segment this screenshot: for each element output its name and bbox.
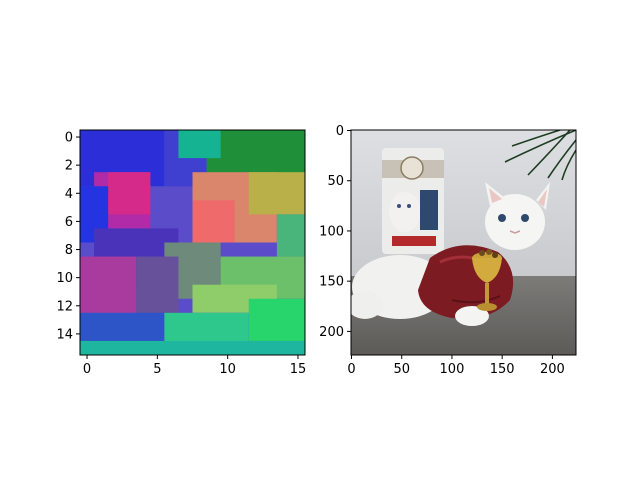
photo-axes-frame — [350, 129, 577, 356]
heatmap-region — [178, 130, 221, 159]
cat-photo — [351, 130, 576, 355]
heatmap-x-ticks: 0 5 10 15 — [83, 355, 306, 377]
photo-x-tick-label: 50 — [393, 362, 410, 377]
heatmap-x-tick-label: 10 — [219, 362, 236, 377]
photo-x-tick-label: 150 — [490, 362, 515, 377]
heatmap-region — [80, 340, 305, 355]
heatmap-y-tick-label: 14 — [56, 327, 73, 342]
heatmap-y-tick-label: 12 — [56, 299, 73, 314]
photo-x-ticks: 0 50 100 150 200 — [347, 355, 565, 377]
heatmap-axes-frame — [79, 129, 306, 356]
heatmap-y-tick-label: 10 — [56, 271, 73, 286]
heatmap-y-tick-label: 4 — [65, 187, 73, 202]
photo-y-tick-label: 100 — [319, 224, 344, 239]
photo-panel: 0 50 100 150 200 0 50 100 150 200 — [319, 124, 577, 377]
heatmap-region — [108, 172, 151, 215]
food-bag — [382, 148, 444, 254]
heatmap-cells — [80, 130, 305, 355]
photo-y-tick-label: 0 — [336, 124, 344, 139]
golden-goblet — [472, 249, 502, 311]
heatmap-region — [192, 200, 235, 243]
heatmap-y-tick-label: 6 — [65, 215, 73, 230]
heatmap-region — [136, 256, 179, 313]
heatmap-region — [276, 214, 305, 257]
photo-x-tick-label: 200 — [540, 362, 565, 377]
heatmap-y-tick-label: 2 — [65, 159, 73, 174]
photo-y-tick-label: 150 — [319, 275, 344, 290]
heatmap-y-tick-label: 8 — [65, 243, 73, 258]
photo-y-tick-label: 50 — [327, 174, 344, 189]
photo-y-tick-label: 200 — [319, 325, 344, 340]
photo-x-tick-label: 0 — [347, 362, 355, 377]
heatmap-panel: 0 5 10 15 0 2 4 6 8 10 12 14 — [56, 129, 306, 377]
photo-y-ticks: 0 50 100 150 200 — [319, 124, 351, 340]
heatmap-y-ticks: 0 2 4 6 8 10 12 14 — [56, 131, 80, 342]
photo-x-tick-label: 100 — [440, 362, 465, 377]
palm-leaves — [504, 130, 576, 181]
heatmap-region — [248, 172, 305, 215]
heatmap-y-tick-label: 0 — [65, 131, 73, 146]
heatmap-x-tick-label: 5 — [153, 362, 161, 377]
heatmap-x-tick-label: 15 — [290, 362, 307, 377]
heatmap-x-tick-label: 0 — [83, 362, 91, 377]
